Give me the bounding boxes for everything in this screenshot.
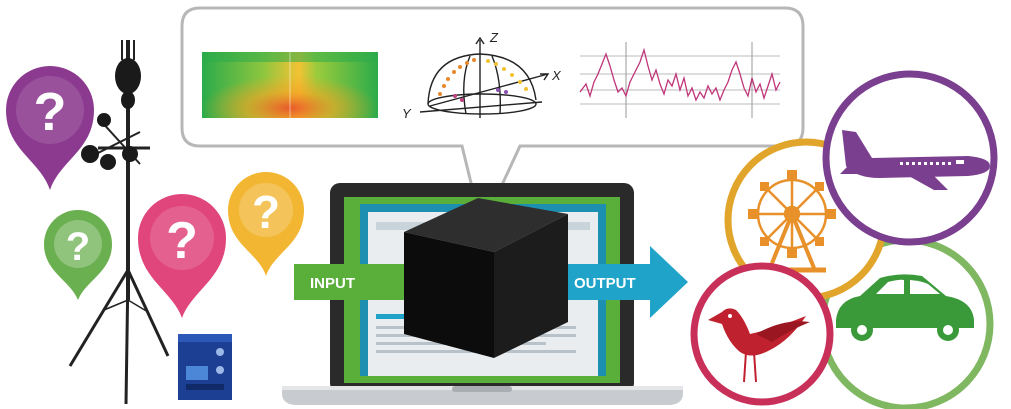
axis-label-z: Z (489, 30, 499, 45)
category-car (818, 236, 994, 409)
black-box-cube (404, 198, 568, 358)
input-label: INPUT (310, 275, 355, 292)
category-bird (690, 262, 834, 406)
analysis-bubble: Z X Y (180, 6, 805, 233)
time-series-panel (579, 42, 781, 118)
microphone-capsules (81, 58, 141, 170)
question-mark: ? (66, 225, 90, 269)
question-mark: ? (252, 186, 280, 238)
question-mark: ? (166, 212, 198, 270)
laptop-base (282, 386, 683, 405)
spectrogram-panel (202, 52, 378, 118)
bird-icon (708, 308, 810, 383)
recorder-device (178, 334, 232, 400)
airplane-icon (840, 130, 990, 190)
sphere-3d-plot (419, 36, 550, 118)
question-pin-pink: ? (138, 194, 226, 318)
car-icon (836, 274, 974, 341)
axis-label-x: X (551, 68, 562, 83)
category-airplane (822, 70, 998, 246)
question-pin-yellow: ? (228, 172, 304, 276)
x-axis (429, 73, 549, 107)
output-arrow: OUTPUT (540, 246, 688, 318)
sphere-trajectory (438, 58, 528, 102)
question-pin-green: ? (44, 210, 112, 300)
time-series-line (579, 47, 781, 102)
axis-label-y: Y (402, 106, 412, 121)
output-label: OUTPUT (574, 275, 636, 292)
question-mark: ? (34, 82, 67, 142)
question-pin-purple: ? (6, 66, 94, 190)
